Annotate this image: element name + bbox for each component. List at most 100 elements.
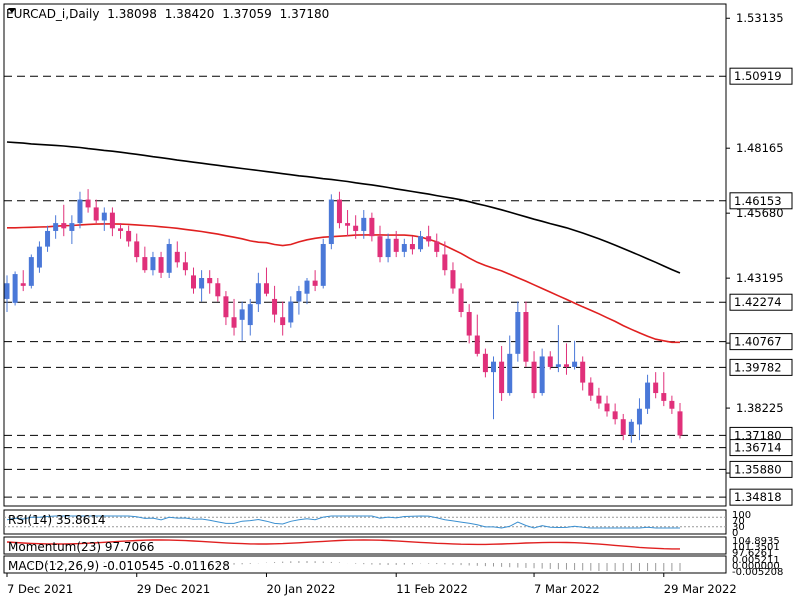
- level-label-text: 1.37180: [734, 428, 782, 442]
- level-label-text: 1.46153: [734, 194, 782, 208]
- candle-body: [620, 419, 626, 435]
- rsi-panel-frame: [3, 509, 727, 535]
- bear-candle: [118, 223, 124, 239]
- chart-menu-triangle-icon: [8, 8, 16, 13]
- bull-candle: [69, 215, 75, 245]
- symbol-label: EURCAD_i,Daily: [6, 7, 100, 21]
- level-price-label: 1.34818: [729, 488, 793, 506]
- candle-body: [515, 311, 521, 354]
- bull-candle: [77, 191, 83, 229]
- candle-body: [442, 254, 448, 271]
- candle-body: [450, 270, 456, 289]
- level-label-box: [729, 333, 793, 351]
- bull-candle: [255, 272, 261, 312]
- bull-candle: [572, 340, 578, 370]
- rsi-scale-label: 70: [732, 516, 745, 527]
- candle-body: [555, 364, 561, 367]
- bull-candle: [12, 271, 18, 306]
- time-tick-label: 11 Feb 2022: [396, 582, 468, 596]
- bear-candle: [620, 413, 626, 441]
- candle-body: [223, 296, 229, 318]
- candle-body: [28, 257, 34, 286]
- bull-candle: [288, 296, 294, 328]
- bull-candle: [539, 348, 545, 396]
- time-tick-label: 29 Dec 2021: [137, 582, 210, 596]
- momentum-scale-label: 104.8935: [732, 536, 780, 547]
- bull-candle: [296, 285, 302, 315]
- bear-candle: [523, 301, 529, 367]
- candle-body: [158, 257, 164, 273]
- candle-body: [336, 199, 342, 224]
- bear-candle: [312, 270, 318, 292]
- candle-body: [263, 283, 269, 294]
- bear-candle: [442, 241, 448, 276]
- macd-scale-label: 0.005211: [732, 555, 780, 566]
- candle-body: [85, 199, 91, 208]
- candle-body: [563, 364, 569, 367]
- candle-body: [539, 356, 545, 394]
- candle-body: [458, 288, 464, 312]
- candle-body: [126, 230, 132, 242]
- candle-body: [328, 199, 334, 245]
- bear-candle: [677, 402, 683, 439]
- candle-body: [134, 241, 140, 258]
- level-label-text: 1.40767: [734, 335, 782, 349]
- level-price-label: 1.42274: [729, 293, 793, 311]
- bear-candle: [653, 372, 659, 399]
- bear-candle: [434, 233, 440, 258]
- candle-body: [645, 382, 651, 409]
- bull-candle: [401, 238, 407, 258]
- candle-body: [166, 244, 172, 273]
- bear-candle: [669, 395, 675, 414]
- bear-candle: [272, 285, 278, 323]
- bear-candle: [499, 345, 505, 401]
- candle-body: [636, 408, 642, 425]
- bear-candle: [393, 230, 399, 258]
- bull-candle: [636, 398, 642, 441]
- candle-body: [353, 225, 359, 231]
- level-label-box: [729, 293, 793, 311]
- time-tick-label: 7 Mar 2022: [534, 582, 600, 596]
- time-tick-label: 7 Dec 2021: [7, 582, 73, 596]
- candle-body: [377, 236, 383, 258]
- bull-candle: [328, 194, 334, 250]
- candle-body: [93, 207, 99, 221]
- candle-body: [150, 257, 156, 271]
- bear-candle: [85, 189, 91, 213]
- high-value: 1.38420: [164, 7, 215, 21]
- bear-candle: [409, 236, 415, 255]
- price-tick-label: 1.53135: [736, 11, 784, 25]
- bull-candle: [45, 225, 51, 252]
- rsi-scale-label: 0: [732, 528, 738, 539]
- bull-candle: [320, 238, 326, 289]
- price-tick-label: 1.48165: [736, 141, 784, 155]
- low-value: 1.37059: [222, 7, 272, 21]
- candle-body: [669, 400, 675, 409]
- candle-body: [401, 244, 407, 252]
- level-label-text: 1.34818: [734, 490, 782, 504]
- bear-candle: [474, 314, 480, 357]
- level-label-box: [729, 192, 793, 210]
- bull-candle: [247, 298, 253, 336]
- candle-body: [280, 317, 286, 326]
- candle-body: [69, 223, 75, 231]
- bear-candle: [345, 210, 351, 237]
- bear-candle: [126, 225, 132, 247]
- bear-candle: [93, 199, 99, 224]
- candle-body: [304, 280, 310, 294]
- bull-candle: [166, 238, 172, 279]
- bear-candle: [280, 301, 286, 336]
- candle-body: [247, 304, 253, 326]
- bull-candle: [304, 278, 310, 305]
- candle-body: [653, 382, 659, 394]
- bear-candle: [223, 291, 229, 326]
- macd-label: MACD(12,26,9) -0.010545 -0.011628: [8, 559, 230, 573]
- bear-candle: [134, 233, 140, 263]
- bear-candle: [207, 270, 213, 294]
- bear-candle: [20, 270, 26, 292]
- bear-candle: [353, 215, 359, 239]
- bear-candle: [263, 267, 269, 297]
- momentum-scale-label: 101.3501: [732, 542, 780, 553]
- bull-candle: [645, 374, 651, 414]
